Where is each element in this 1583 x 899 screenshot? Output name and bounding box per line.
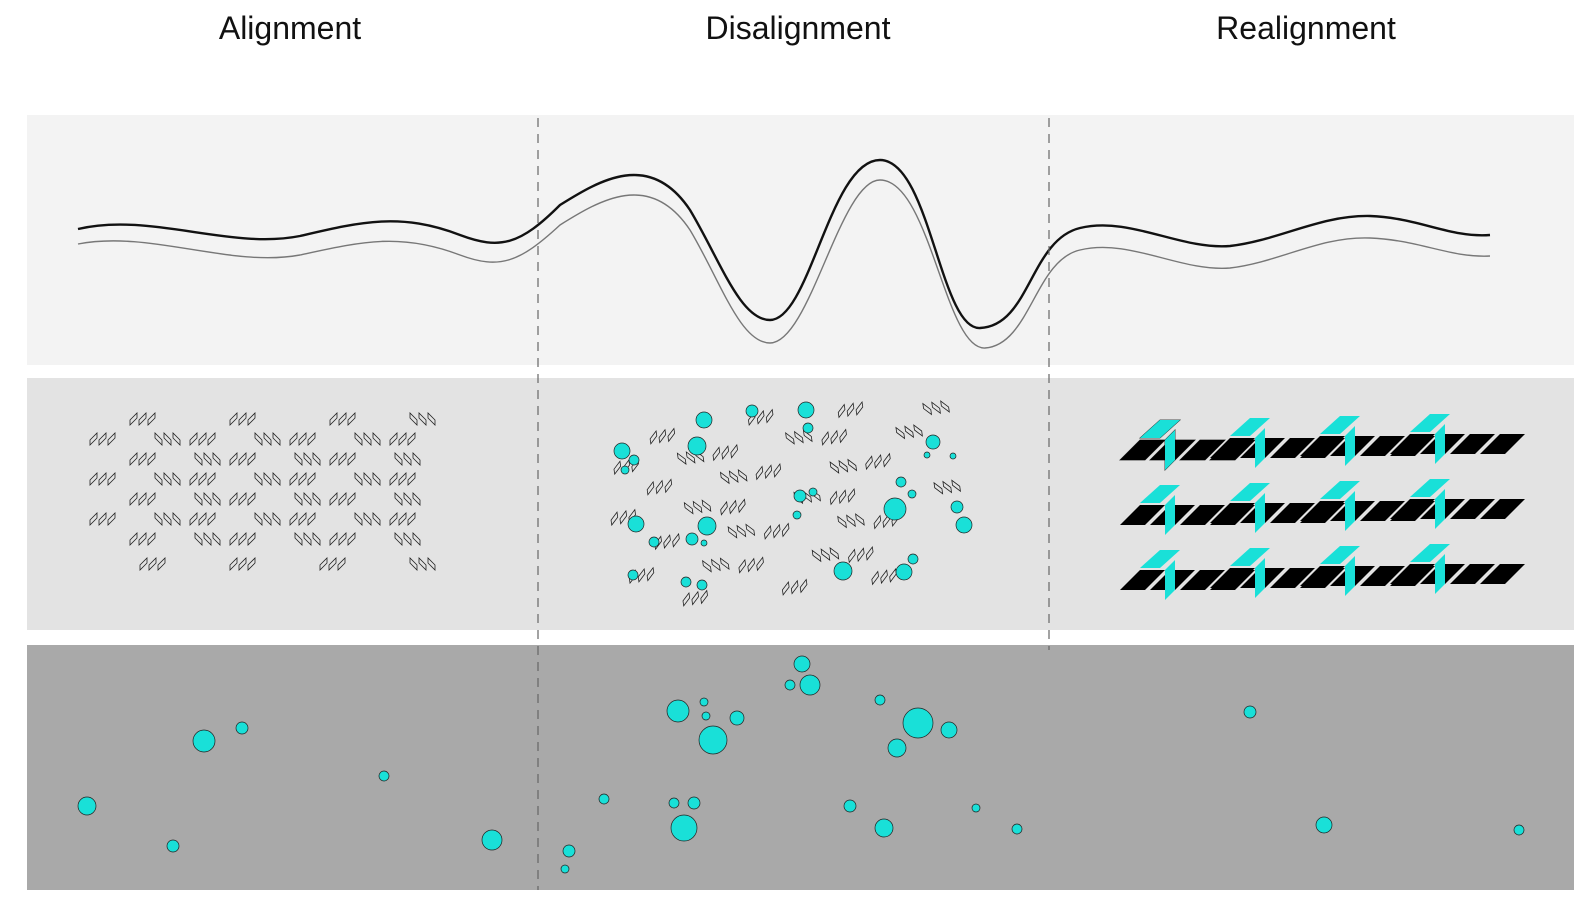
realignment-pattern-rows bbox=[1119, 413, 1526, 601]
column-title-realignment: Realignment bbox=[1216, 10, 1396, 46]
dots-bottom-disalignment bbox=[560, 655, 1023, 874]
dots-bottom-alignment bbox=[77, 721, 503, 853]
wave-line-primary bbox=[77, 158, 1491, 330]
dots-middle-disalignment bbox=[613, 401, 973, 591]
column-title-disalignment: Disalignment bbox=[705, 10, 891, 46]
top-band bbox=[27, 115, 1574, 365]
column-title-alignment: Alignment bbox=[218, 10, 362, 46]
dots-bottom-realignment bbox=[1243, 705, 1525, 836]
wave-line-secondary bbox=[77, 179, 1491, 349]
